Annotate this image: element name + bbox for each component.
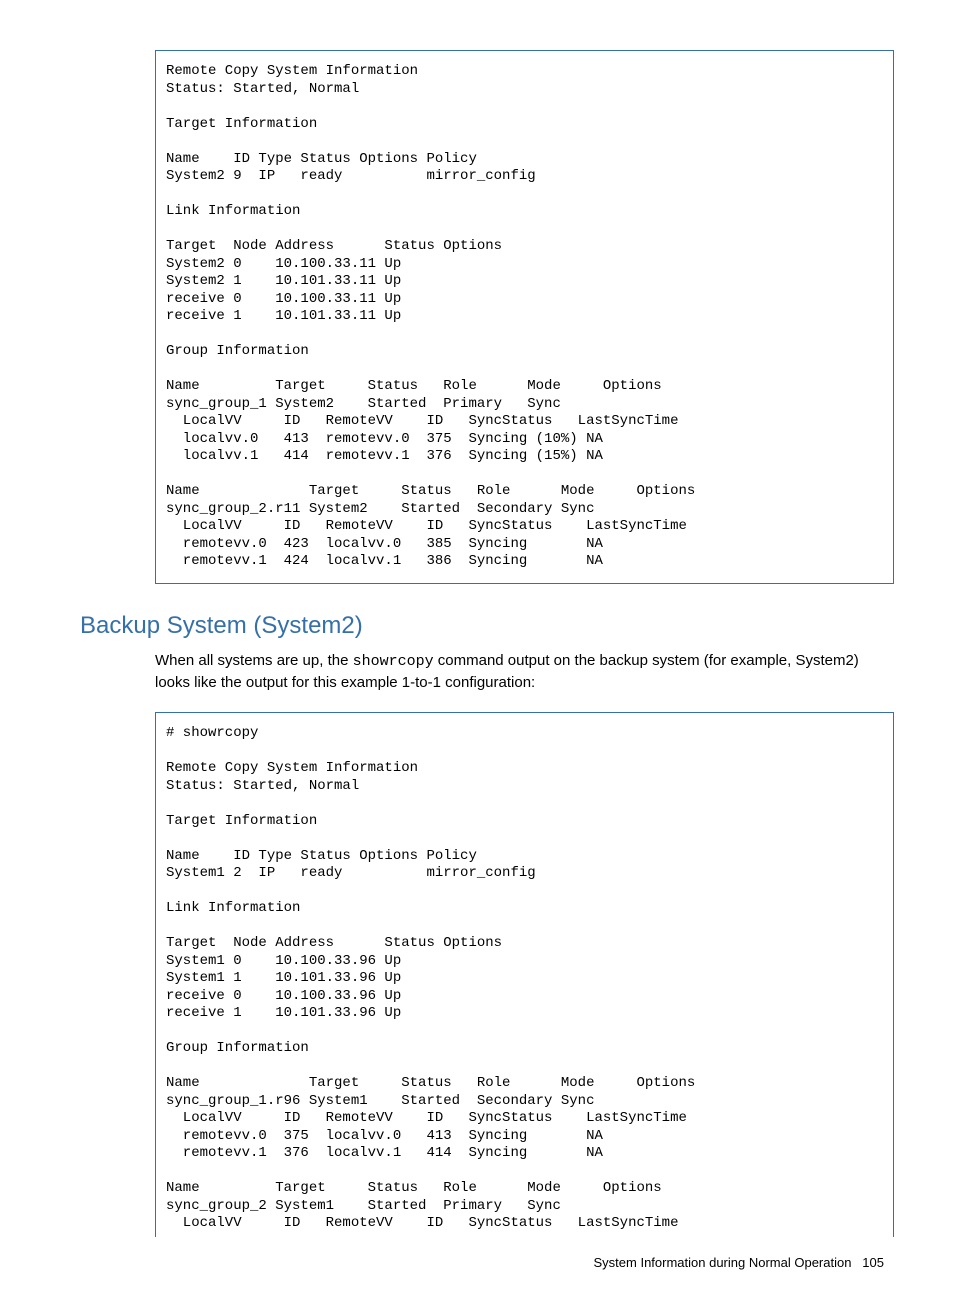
section-heading-backup-system: Backup System (System2)	[80, 612, 894, 640]
section-paragraph: When all systems are up, the showrcopy c…	[155, 650, 894, 695]
inline-command: showrcopy	[353, 653, 434, 670]
page-footer: System Information during Normal Operati…	[80, 1255, 884, 1270]
code-block-system1-output: Remote Copy System Information Status: S…	[155, 50, 894, 584]
page-content: Remote Copy System Information Status: S…	[0, 0, 954, 1300]
code-block-system2-output: # showrcopy Remote Copy System Informati…	[155, 712, 894, 1237]
paragraph-text-pre: When all systems are up, the	[155, 652, 353, 669]
footer-label: System Information during Normal Operati…	[594, 1255, 852, 1270]
footer-page-number: 105	[862, 1255, 884, 1270]
